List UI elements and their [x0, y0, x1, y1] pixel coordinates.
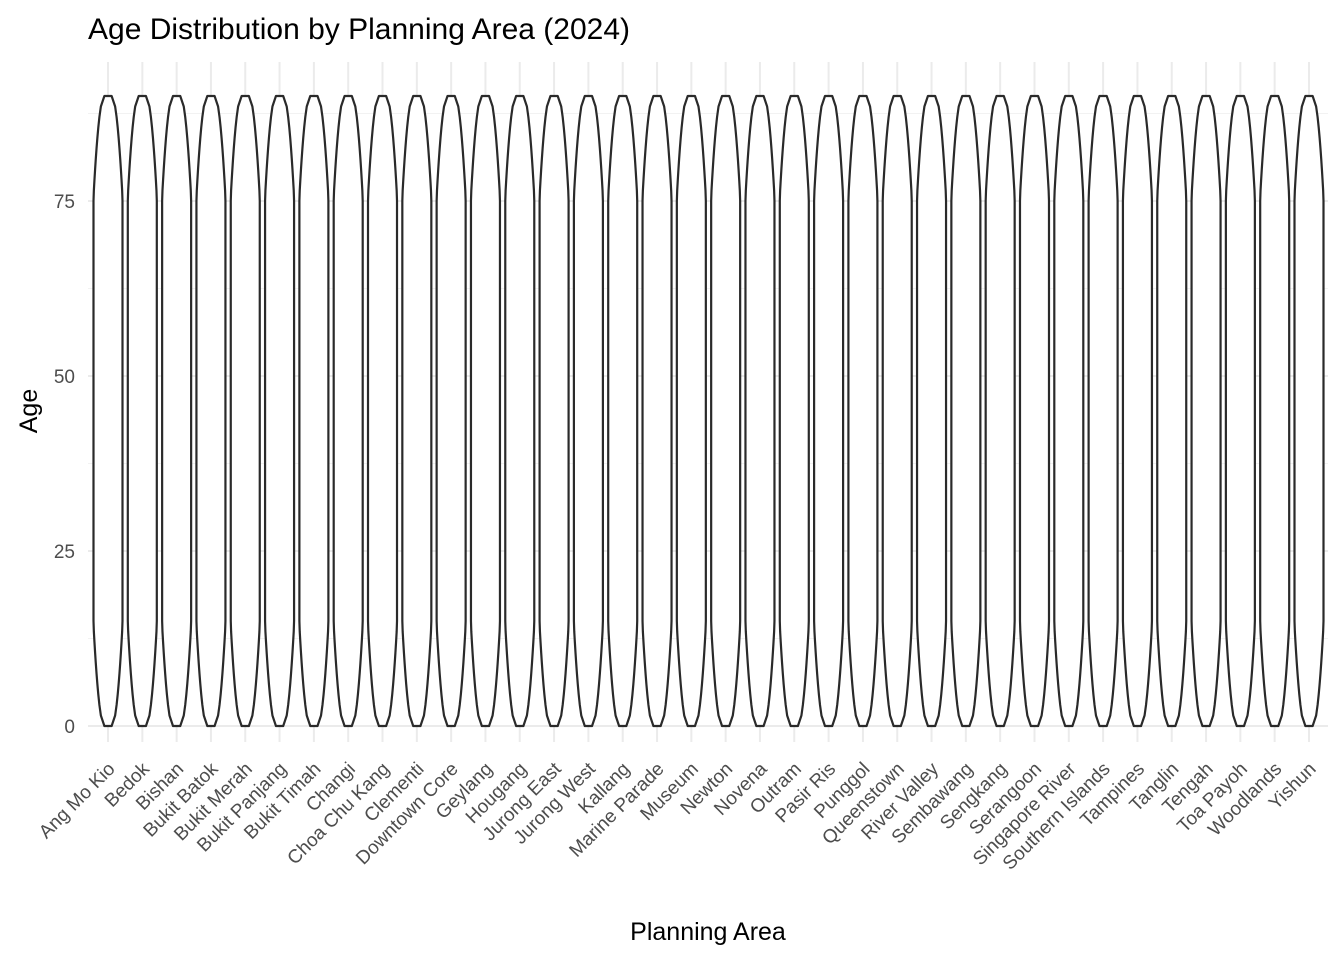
violin-pasir-ris	[813, 94, 845, 728]
violin-kallang	[607, 94, 639, 728]
violin-queenstown	[881, 94, 913, 728]
violin-tanglin	[1156, 94, 1188, 728]
violin-singapore-river	[1053, 94, 1085, 728]
violin-bishan	[161, 94, 193, 728]
violin-river-valley	[915, 94, 948, 728]
violin-layer	[92, 94, 1325, 728]
violin-toa-payoh	[1224, 94, 1256, 728]
violin-tengah	[1190, 94, 1222, 728]
violin-hougang	[504, 94, 536, 728]
violin-museum	[675, 94, 707, 728]
violin-serangoon	[1018, 94, 1051, 728]
violin-bukit-batok	[195, 94, 227, 728]
y-tick-label: 75	[54, 192, 75, 213]
y-axis-title: Age	[15, 389, 43, 433]
y-tick-labels: 0 25 50 75	[54, 192, 75, 738]
violin-jurong-west	[572, 94, 604, 728]
violin-changi	[332, 94, 364, 728]
violin-ang-mo-kio	[92, 94, 124, 728]
violin-southern-islands	[1087, 94, 1119, 728]
violin-outram	[778, 94, 810, 728]
chart-title: Age Distribution by Planning Area (2024)	[88, 13, 630, 46]
violin-downtown-core	[435, 94, 467, 728]
violin-newton	[710, 94, 742, 728]
violin-punggol	[847, 94, 879, 728]
violin-jurong-east	[538, 94, 570, 728]
y-tick-label: 50	[54, 367, 75, 388]
violin-bedok	[126, 94, 158, 728]
violin-bukit-timah	[298, 94, 330, 728]
violin-tampines	[1121, 94, 1154, 728]
violin-sengkang	[984, 94, 1016, 728]
x-axis-title: Planning Area	[630, 918, 786, 946]
violin-bukit-merah	[229, 94, 261, 728]
y-tick-label: 0	[64, 717, 75, 738]
violin-woodlands	[1259, 94, 1291, 728]
violin-clementi	[401, 94, 433, 728]
violin-bukit-panjang	[263, 94, 296, 728]
violin-novena	[744, 94, 776, 728]
violin-choa-chu-kang	[366, 94, 399, 728]
y-tick-label: 25	[54, 542, 75, 563]
violin-marine-parade	[641, 94, 673, 728]
violin-sembawang	[950, 94, 982, 728]
violin-yishun	[1293, 94, 1325, 728]
violin-geylang	[469, 94, 502, 728]
